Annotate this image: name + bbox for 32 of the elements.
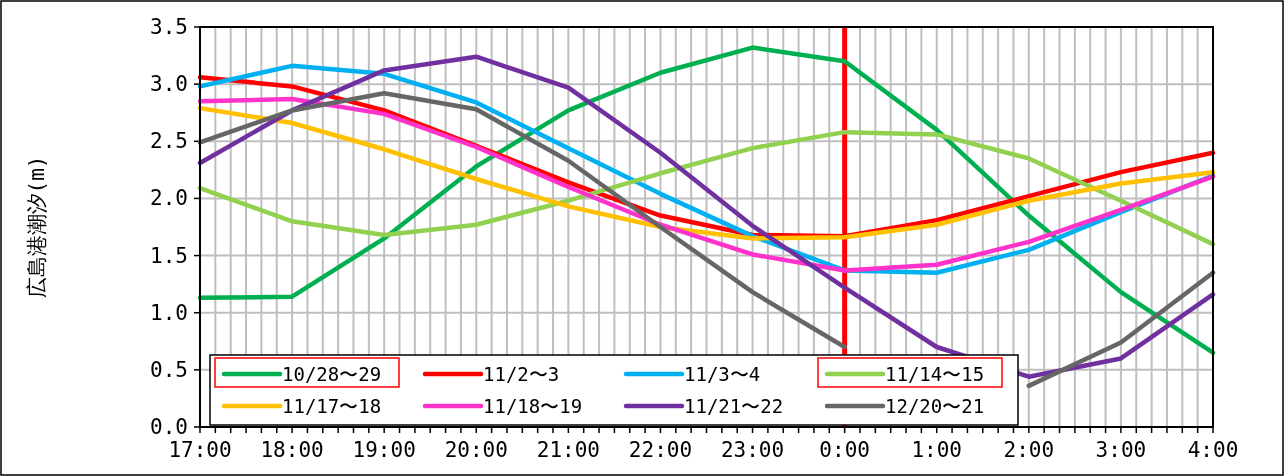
x-tick-label: 0:00 [819,438,870,462]
x-tick-label: 18:00 [260,438,324,462]
x-tick-label: 23:00 [720,438,785,462]
legend-label: 10/28〜29 [282,363,382,385]
y-tick-label: 0.0 [150,415,188,439]
legend-label: 11/21〜22 [684,395,784,417]
x-tick-label: 20:00 [444,438,508,462]
x-tick-label: 2:00 [1003,438,1055,462]
line-series [197,105,1216,241]
y-tick-label: 0.5 [150,357,188,382]
legend-label: 12/20〜21 [885,395,985,417]
legend-label: 11/18〜19 [483,395,583,417]
legend-label: 11/2〜3 [483,363,560,385]
line-series [197,129,1216,247]
x-tick-label: 3:00 [1095,438,1147,462]
legend-label: 11/14〜15 [885,363,985,385]
x-tick-label: 17:00 [168,438,232,462]
y-tick-label: 2.0 [150,186,188,211]
y-tick-label: 3.0 [150,72,188,97]
x-tick-label: 22:00 [628,438,693,462]
y-tick-label: 1.5 [150,243,188,268]
line-series [197,96,1216,273]
y-tick-label: 3.5 [150,15,188,39]
x-tick-label: 19:00 [352,438,416,462]
legend-label: 11/3〜4 [684,363,761,385]
y-axis-title: 広島港潮汐(m) [25,155,49,299]
y-tick-label: 1.0 [150,300,188,325]
y-tick-label: 2.5 [150,129,188,154]
legend-label: 11/17〜18 [282,395,382,417]
x-tick-label: 1:00 [911,438,963,462]
x-tick-label: 21:00 [536,438,600,462]
x-tick-label: 4:00 [1187,438,1239,462]
